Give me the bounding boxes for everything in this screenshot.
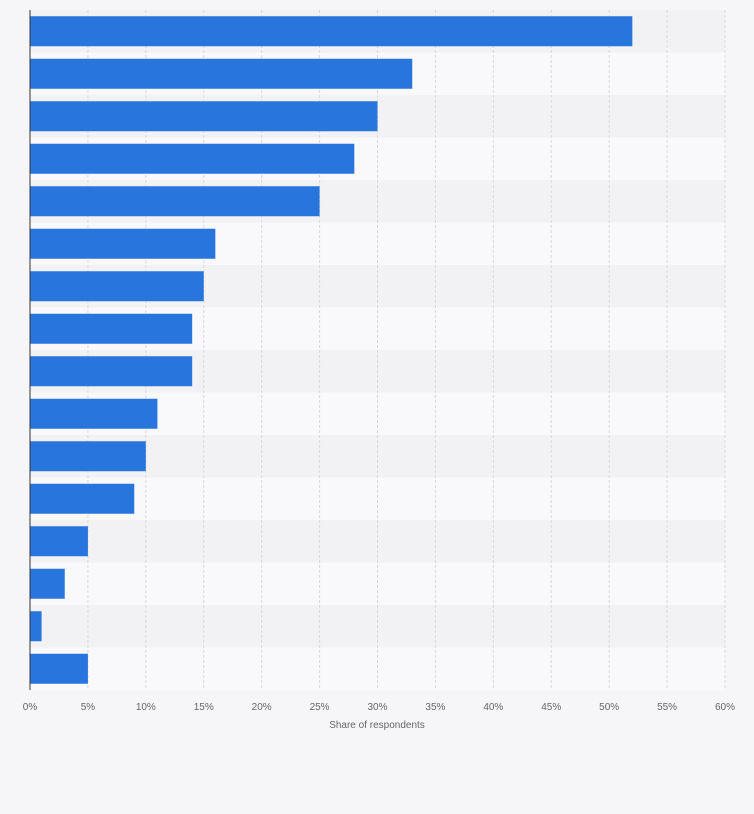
bar[interactable] <box>30 186 320 217</box>
bar[interactable] <box>30 568 65 599</box>
bar[interactable] <box>30 313 193 344</box>
bar[interactable] <box>30 16 633 47</box>
bar[interactable] <box>30 143 355 174</box>
x-tick-label: 35% <box>425 702 445 713</box>
x-tick-label: 10% <box>136 702 156 713</box>
bars <box>30 16 633 684</box>
bar[interactable] <box>30 398 158 429</box>
x-tick-label: 55% <box>657 702 677 713</box>
x-tick-label: 25% <box>310 702 330 713</box>
x-tick-label: 20% <box>252 702 272 713</box>
x-tick-label: 40% <box>483 702 503 713</box>
bar[interactable] <box>30 611 42 642</box>
gridlines <box>87 10 726 690</box>
x-tick-label: 15% <box>194 702 214 713</box>
x-tick-label: 5% <box>81 702 96 713</box>
x-tick-label: 0% <box>23 702 38 713</box>
bar[interactable] <box>30 441 146 472</box>
row-band <box>30 647 725 690</box>
bar[interactable] <box>30 653 88 684</box>
x-tick-label: 50% <box>599 702 619 713</box>
x-tick-label: 60% <box>715 702 735 713</box>
x-axis-ticks: 0% 5% 10% 15% 20% 25% 30% 35% 40% 45% 50% 55% 60% <box>23 702 735 713</box>
bar[interactable] <box>30 526 88 557</box>
x-tick-label: 30% <box>367 702 387 713</box>
bar[interactable] <box>30 271 204 302</box>
row-band <box>30 562 725 605</box>
bar[interactable] <box>30 228 216 259</box>
bar[interactable] <box>30 58 413 89</box>
bar[interactable] <box>30 483 135 514</box>
bar[interactable] <box>30 356 193 387</box>
x-tick-label: 45% <box>541 702 561 713</box>
bar[interactable] <box>30 101 378 132</box>
x-axis-label: Share of respondents <box>329 720 425 731</box>
